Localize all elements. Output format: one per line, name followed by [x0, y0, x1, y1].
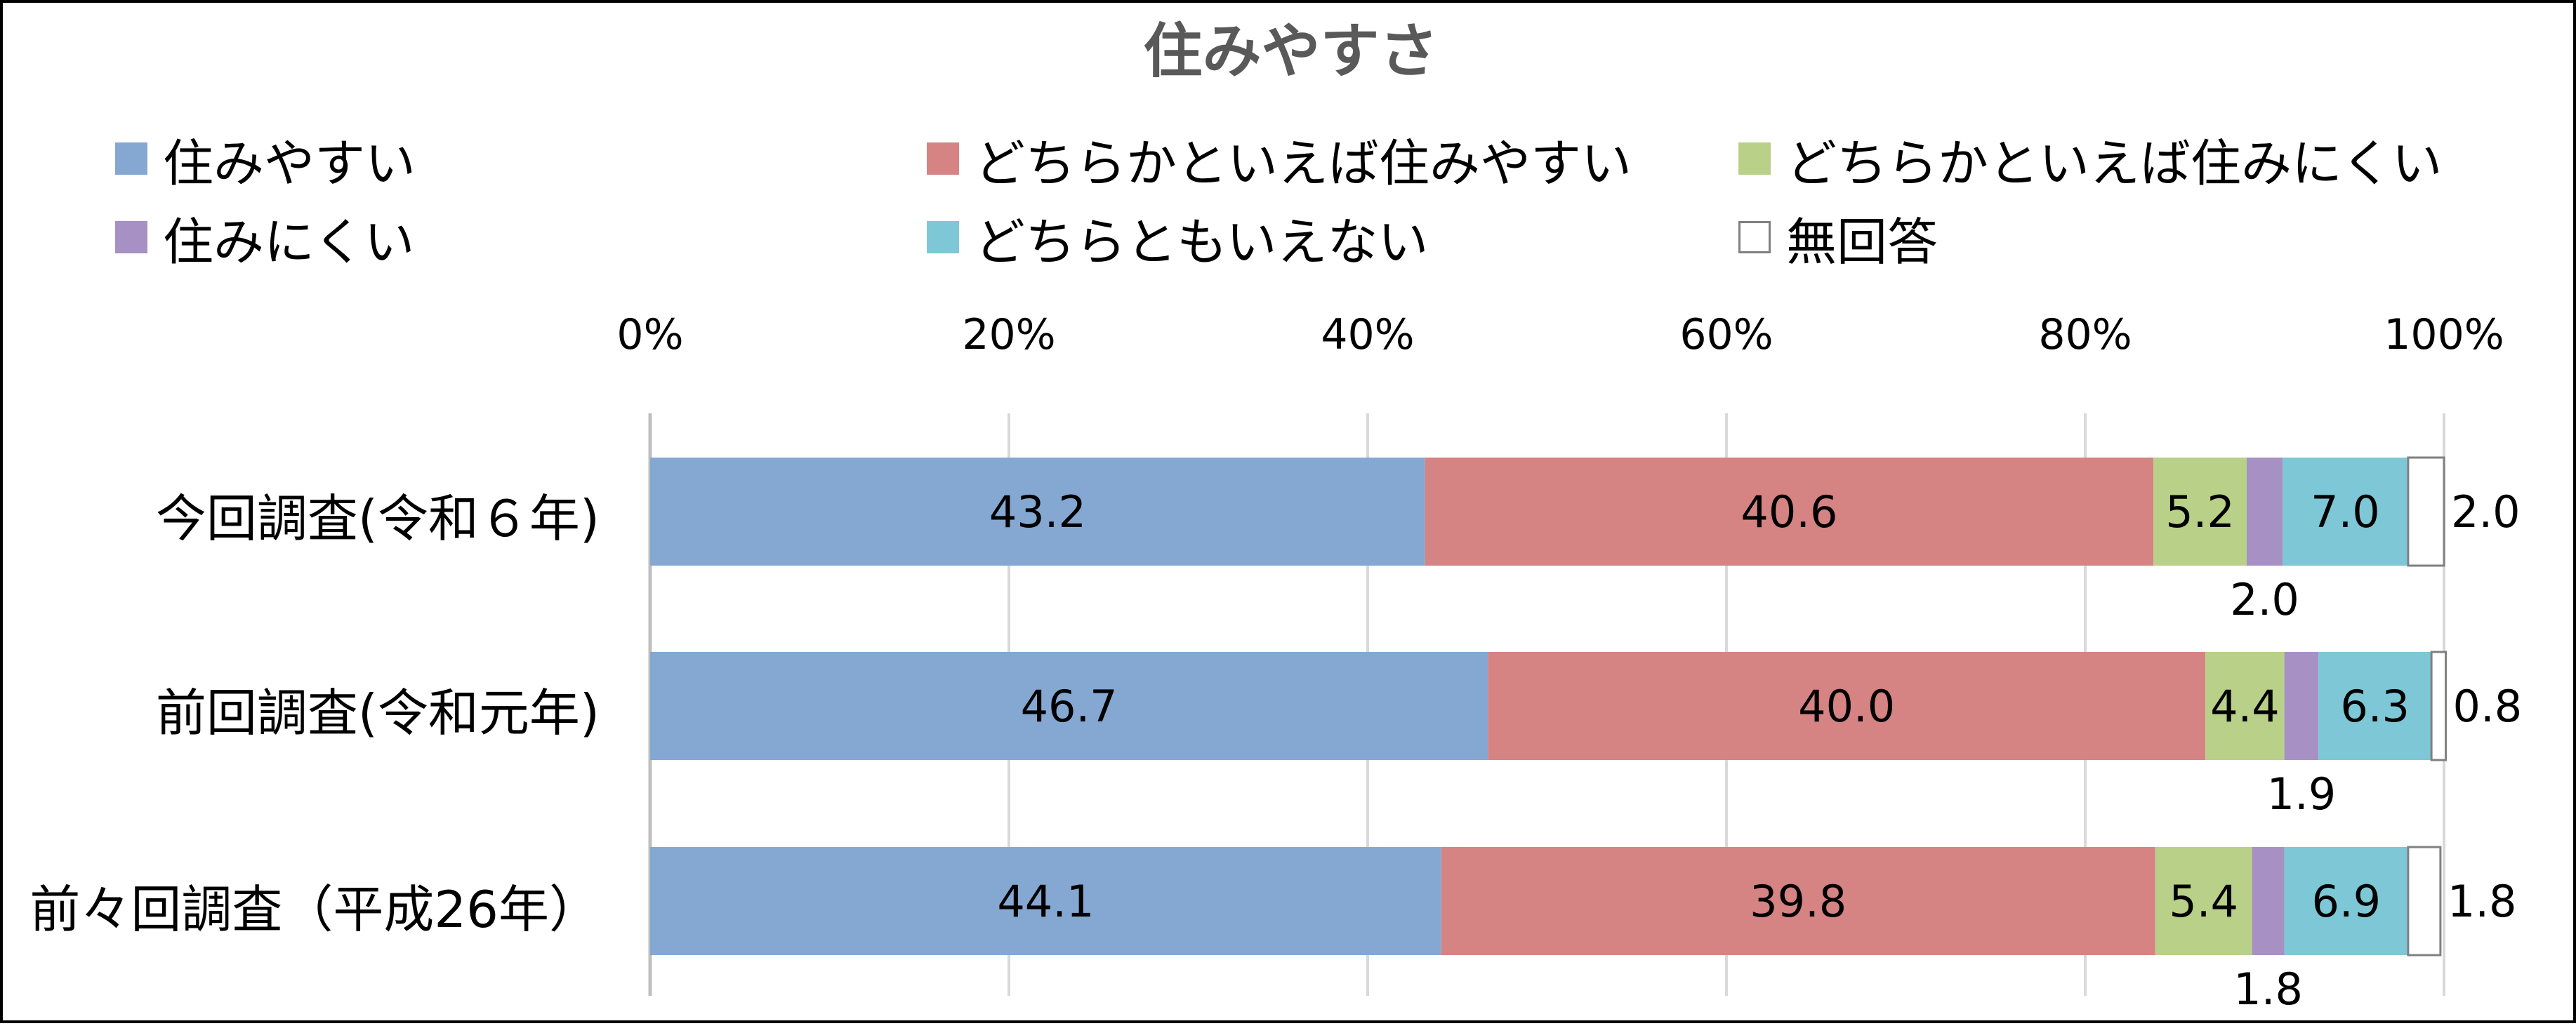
x-axis-tick: 60% — [1679, 310, 1774, 359]
x-axis-tick: 40% — [1321, 310, 1415, 359]
bar-segment — [2407, 846, 2442, 957]
bar-segment — [2155, 847, 2252, 955]
data-label: 39.8 — [1750, 876, 1847, 927]
data-label: 40.6 — [1741, 486, 1837, 538]
bar-segment — [650, 847, 1441, 955]
legend-swatch-dochiratomo — [927, 221, 959, 253]
legend-item-dochiraka-suminikui: どちらかといえば住みにくい — [1738, 124, 2443, 194]
legend-item-dochiraka-sumiyasui: どちらかといえば住みやすい — [927, 124, 1632, 194]
bar-segment — [2246, 458, 2283, 566]
data-label: 2.0 — [2230, 574, 2299, 625]
category-label: 前々回調査（平成26年） — [29, 880, 600, 939]
bar-segment — [2153, 458, 2247, 566]
legend-swatch-mukaitou — [1738, 221, 1771, 253]
data-label: 4.4 — [2210, 681, 2280, 732]
data-label: 7.0 — [2311, 486, 2380, 538]
legend-label: どちらかといえば住みやすい — [975, 133, 1632, 193]
legend-label: どちらかといえば住みにくい — [1786, 133, 2443, 193]
bar-segment — [2284, 652, 2319, 760]
data-label: 46.7 — [1021, 681, 1118, 732]
legend-item-mukaitou: 無回答 — [1738, 202, 1938, 272]
plot-area: 43.2 40.6 5.22.07.0 2.046.7 40.0 4.41.96.3 0.8… — [648, 413, 2523, 1015]
x-axis-tick: 0% — [616, 310, 684, 359]
bar-segment — [2284, 847, 2408, 955]
legend-label: 住みにくい — [163, 212, 415, 272]
data-label: 44.1 — [997, 876, 1094, 927]
bar-segment — [650, 652, 1488, 760]
legend-label: どちらともいえない — [975, 212, 1429, 272]
x-axis-tick: 20% — [962, 310, 1056, 359]
x-axis-tick: 100% — [2384, 310, 2504, 359]
legend-item-suminikui: 住みにくい — [115, 202, 415, 272]
bar-segment — [2205, 652, 2285, 760]
bar-segment — [1441, 847, 2155, 955]
legend-swatch-sumiyasui — [115, 142, 147, 175]
legend-item-sumiyasui: 住みやすい — [115, 124, 416, 194]
category-label: 前回調査(令和元年) — [155, 684, 600, 742]
legend-label: 住みやすい — [163, 133, 416, 193]
bar-segment — [1488, 652, 2206, 760]
legend-swatch-suminikui — [115, 221, 147, 253]
bar-segment — [2252, 847, 2285, 955]
legend-swatch-dochiraka-suminikui — [1738, 142, 1771, 175]
data-label: 40.0 — [1798, 681, 1895, 732]
data-label: 1.9 — [2267, 768, 2337, 820]
bar-segment — [1425, 458, 2154, 566]
data-label: 0.8 — [2453, 681, 2523, 732]
data-label: 6.9 — [2311, 876, 2381, 927]
bar-segment — [2318, 652, 2432, 760]
data-label: 1.8 — [2233, 964, 2303, 1015]
bar-segment — [2430, 651, 2448, 761]
data-label: 5.2 — [2165, 486, 2235, 538]
category-label: 今回調査(令和６年) — [155, 489, 600, 548]
bar-segment — [650, 458, 1425, 566]
data-label: 2.0 — [2451, 486, 2521, 538]
chart-title: 住みやすさ — [1143, 17, 1439, 86]
bar-segment — [2283, 458, 2408, 566]
legend-swatch-dochiraka-sumiyasui — [927, 142, 959, 175]
legend-label: 無回答 — [1786, 212, 1938, 272]
data-label: 1.8 — [2448, 876, 2517, 927]
data-label: 6.3 — [2340, 681, 2410, 732]
data-label: 5.4 — [2169, 876, 2238, 927]
x-axis-tick: 80% — [2038, 310, 2132, 359]
bar-segment — [2407, 456, 2445, 567]
legend-item-dochiratomo: どちらともいえない — [927, 202, 1429, 272]
data-label: 43.2 — [989, 486, 1086, 538]
